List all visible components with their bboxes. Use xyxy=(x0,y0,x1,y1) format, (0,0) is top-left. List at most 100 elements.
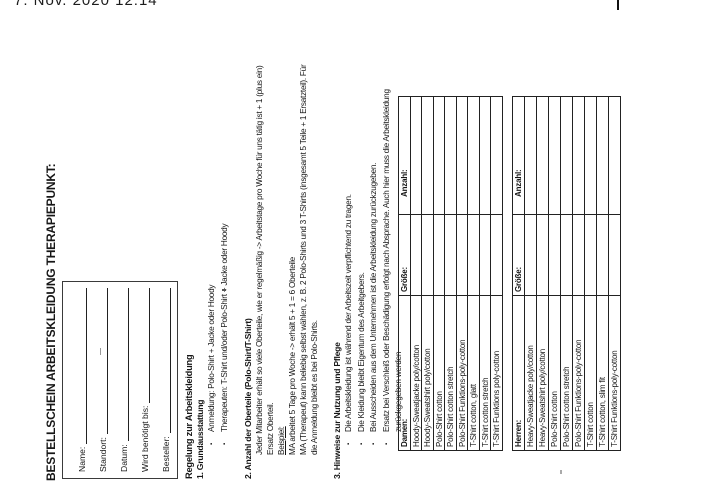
herren-table-title: Herren: xyxy=(513,295,525,450)
datum-field-label: Datum: xyxy=(119,444,129,472)
besteller-field-label: Besteller: xyxy=(161,436,171,472)
size-cell xyxy=(445,214,457,295)
item-name: Polo-Shirt cotton xyxy=(549,295,561,450)
bullet-icon: ▪ xyxy=(221,443,228,445)
section3-bullets: ▪ Die Arbeitskleidung ist während der Ar… xyxy=(343,23,404,445)
list-item: ▪ Ersatz bei Verschleiß oder Beschädigun… xyxy=(381,23,394,445)
bullet-icon: ▪ xyxy=(371,443,377,445)
bullet-text: Die Arbeitskleidung ist während der Arbe… xyxy=(344,194,353,432)
example-label: Beispiel: xyxy=(277,426,286,455)
size-column-header: Größe: xyxy=(399,214,411,295)
table-row: T-Shirt Funktions poly-cotton xyxy=(491,96,503,450)
table-row: Heavy-Sweatjacke poly/cotton xyxy=(525,96,537,450)
fax-timestamp: 7. Nov. 2020 12:14 xyxy=(14,0,158,9)
qty-column-header: Anzahl: xyxy=(399,96,411,214)
bullet-text: Therapeuten: T-Shirt und/oder Polo-Shirt… xyxy=(219,223,229,432)
bullet-text: Anmeldung: Polo-Shirt + Jacke oder Hoody xyxy=(207,284,216,432)
size-cell xyxy=(597,214,609,295)
document-title: BESTELLSCHEIN ARBEITSKLEIDUNG THERAPIEPU… xyxy=(44,163,58,481)
table-row: Polo-Shirt cotton stretch xyxy=(561,96,573,450)
size-cell xyxy=(410,214,422,295)
qty-cell xyxy=(597,96,609,214)
size-cell xyxy=(609,214,621,295)
size-column-header: Größe: xyxy=(513,214,525,295)
scan-noise-speck xyxy=(222,289,226,291)
paragraph-line: Jeder Mitarbeiter erhält so viele Oberte… xyxy=(255,65,264,455)
example-line: MA arbeitet 5 Tage pro Woche -> erhält 5… xyxy=(288,257,297,455)
item-name: T-Shirt cotton xyxy=(585,295,597,450)
table-row: T-Shirt cotton, slim fit xyxy=(597,96,609,450)
size-cell xyxy=(561,214,573,295)
qty-cell xyxy=(468,96,480,214)
scan-noise-speck xyxy=(560,470,562,474)
qty-cell xyxy=(561,96,573,214)
form-row-besteller: Besteller: xyxy=(150,288,171,472)
bullet-text: Bei Ausscheiden aus dem Unternehmen ist … xyxy=(369,162,378,432)
section3-heading: 3. Hinweise zur Nutzung und Pflege xyxy=(332,342,342,479)
herren-table: Herren: Größe: Anzahl: Heavy-Sweatjacke … xyxy=(512,96,621,451)
size-cell xyxy=(456,214,468,295)
qty-cell xyxy=(573,96,585,214)
form-row-standort: Standort: xyxy=(87,288,108,472)
name-field-line xyxy=(74,288,87,444)
example-line: die Anmeldung bleibt es bei Polo-Shirts. xyxy=(310,320,319,455)
item-name: Polo-Shirt cotton xyxy=(433,295,445,450)
size-cell xyxy=(468,214,480,295)
form-row-datum: Datum: xyxy=(108,288,129,472)
qty-cell xyxy=(479,96,491,214)
table-row: T-Shirt Funktions-poly-cotton xyxy=(609,96,621,450)
size-cell xyxy=(537,214,549,295)
qty-cell xyxy=(491,96,503,214)
besteller-field-line xyxy=(158,288,171,434)
item-name: T-Shirt Funktions-poly-cotton xyxy=(609,295,621,450)
table-header-row: Herren: Größe: Anzahl: xyxy=(513,96,525,450)
order-form-box: Name: Standort: Datum: Wird benötigt bis… xyxy=(62,281,178,479)
section1-bullets: ▪ Anmeldung: Polo-Shirt + Jacke oder Hoo… xyxy=(206,23,231,445)
qty-column-header: Anzahl: xyxy=(513,96,525,214)
section2-body: Jeder Mitarbeiter erhält so viele Oberte… xyxy=(254,23,320,455)
qty-cell xyxy=(456,96,468,214)
paragraph-line: Ersatz Oberteil. xyxy=(266,402,275,455)
qty-cell xyxy=(445,96,457,214)
standort-field-line xyxy=(95,288,108,435)
bullet-icon: ▪ xyxy=(383,443,390,445)
bullet-icon: ▪ xyxy=(346,443,352,445)
qty-cell xyxy=(537,96,549,214)
table-header-row: Damen: Größe: Anzahl: xyxy=(399,96,411,450)
item-name: Hoody-Sweatshirt poly/cotton xyxy=(422,295,434,450)
datum-field-line xyxy=(116,288,129,442)
section2-heading: 2. Anzahl der Oberteile (Polo-Shirt/T-Sh… xyxy=(243,318,253,479)
scan-noise-speck xyxy=(100,348,101,355)
table-row: Heavy-Sweatshirt poly/cotton xyxy=(537,96,549,450)
size-cell xyxy=(549,214,561,295)
size-cell xyxy=(491,214,503,295)
item-name: Heavy-Sweatjacke poly/cotton xyxy=(525,295,537,450)
table-row: Polo-Shirt cotton stretch xyxy=(445,96,457,450)
item-name: T-Shirt cotton stretch xyxy=(479,295,491,450)
benoetigt-bis-field-line xyxy=(137,288,150,403)
qty-cell xyxy=(422,96,434,214)
standort-field-label: Standort: xyxy=(98,437,108,472)
qty-cell xyxy=(525,96,537,214)
table-row: T-Shirt cotton stretch xyxy=(479,96,491,450)
item-name: Heavy-Sweatshirt poly/cotton xyxy=(537,295,549,450)
size-cell xyxy=(585,214,597,295)
item-name: T-Shirt Funktions poly-cotton xyxy=(491,295,503,450)
bullet-icon: ▪ xyxy=(209,443,215,445)
qty-cell xyxy=(549,96,561,214)
item-name: T-Shirt cotton, glatt xyxy=(468,295,480,450)
size-cell xyxy=(525,214,537,295)
item-name: Polo-Shirt cotton stretch xyxy=(445,295,457,450)
table-row: Polo-Shirt Funktions-poly-cotton xyxy=(456,96,468,450)
example-line: MA (Therapeut) kann beliebig selbst wähl… xyxy=(299,64,308,455)
list-item: ▪ Therapeuten: T-Shirt und/oder Polo-Shi… xyxy=(219,23,232,445)
bullet-text: Ersatz bei Verschleiß oder Beschädigung … xyxy=(381,89,391,432)
section1-heading: 1. Grundausstattung xyxy=(195,399,205,479)
damen-table-title: Damen: xyxy=(399,295,411,450)
qty-cell xyxy=(410,96,422,214)
table-row: Hoody-Sweatjacke poly/cotton xyxy=(410,96,422,450)
qty-cell xyxy=(609,96,621,214)
size-cell xyxy=(422,214,434,295)
bullet-text: Die Kleidung bleibt Eigentum des Arbeitg… xyxy=(356,272,366,432)
